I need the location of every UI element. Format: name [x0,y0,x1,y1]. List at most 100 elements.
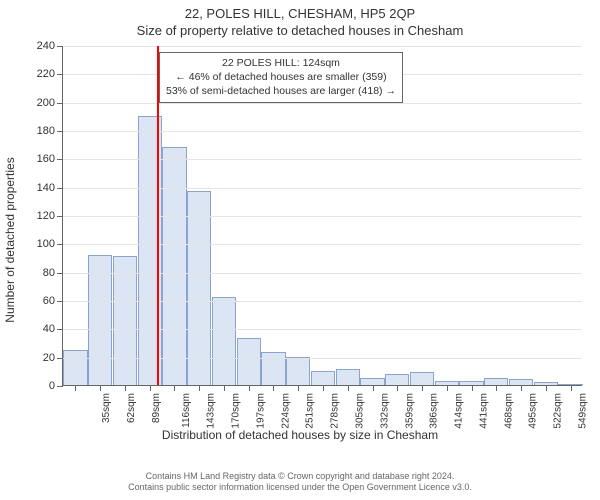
grid-line [63,216,582,217]
y-tick-label: 80 [43,267,55,279]
x-tick-label: 441sqm [478,393,489,429]
x-tick [546,385,547,391]
histogram-bar [311,371,335,385]
x-tick-label: 549sqm [577,393,588,429]
histogram-bar [88,255,112,385]
annotation-box: 22 POLES HILL: 124sqm ← 46% of detached … [159,52,403,103]
x-tick-label: 414sqm [454,393,465,429]
y-tick [57,329,63,330]
x-tick-label: 359sqm [404,393,415,429]
annotation-line-3: 53% of semi-detached houses are larger (… [166,84,396,98]
grid-line [63,329,582,330]
grid-line [63,358,582,359]
footer-attribution: Contains HM Land Registry data © Crown c… [0,467,600,500]
x-tick [298,385,299,391]
x-tick [273,385,274,391]
annotation-line-2: ← 46% of detached houses are smaller (35… [166,70,396,84]
x-tick [348,385,349,391]
x-axis-label: Distribution of detached houses by size … [0,428,600,442]
histogram-bar [63,350,87,385]
y-tick [57,188,63,189]
y-tick [57,74,63,75]
x-tick [323,385,324,391]
histogram-bar [212,297,236,385]
grid-line [63,46,582,47]
histogram-bar [162,147,186,385]
y-tick [57,244,63,245]
x-tick [397,385,398,391]
page-title: 22, POLES HILL, CHESHAM, HP5 2QP [0,0,600,21]
y-tick-label: 200 [37,97,55,109]
y-tick [57,159,63,160]
x-tick-label: 495sqm [528,393,539,429]
y-tick [57,386,63,387]
x-tick-label: 305sqm [355,393,366,429]
y-tick-label: 220 [37,68,55,80]
x-tick [249,385,250,391]
x-tick [447,385,448,391]
y-tick-label: 100 [37,238,55,250]
x-tick-label: 89sqm [151,393,162,423]
x-tick-label: 386sqm [429,393,440,429]
x-tick [422,385,423,391]
y-tick [57,46,63,47]
y-tick [57,103,63,104]
grid-line [63,188,582,189]
histogram-bar [336,369,360,385]
histogram-bar [484,378,508,385]
x-tick [150,385,151,391]
y-tick-label: 140 [37,182,55,194]
chart-subtitle: Size of property relative to detached ho… [0,21,600,42]
x-tick-label: 332sqm [379,393,390,429]
y-tick [57,301,63,302]
y-tick-label: 0 [49,380,55,392]
x-tick [199,385,200,391]
x-tick [174,385,175,391]
histogram-bar [360,378,384,385]
y-tick-label: 240 [37,40,55,52]
y-axis-label: Number of detached properties [3,157,17,322]
histogram-bar [237,338,261,385]
x-tick-label: 35sqm [101,393,112,423]
grid-line [63,273,582,274]
x-tick-label: 251sqm [305,393,316,429]
annotation-line-1: 22 POLES HILL: 124sqm [166,56,396,70]
histogram-bar [385,374,409,385]
x-tick [125,385,126,391]
x-tick-label: 522sqm [553,393,564,429]
chart-region: Number of detached properties 0 20 40 60 80 1… [0,40,600,440]
footer-line-1: Contains HM Land Registry data © Crown c… [8,471,592,483]
y-tick-label: 40 [43,323,55,335]
x-tick [373,385,374,391]
y-tick [57,216,63,217]
x-tick [75,385,76,391]
x-tick [571,385,572,391]
y-tick [57,358,63,359]
x-tick [100,385,101,391]
x-tick-label: 170sqm [231,393,242,429]
grid-line [63,301,582,302]
footer-line-2: Contains public sector information licen… [8,482,592,494]
y-tick-label: 160 [37,153,55,165]
histogram-bar [187,191,211,385]
x-tick-label: 224sqm [280,393,291,429]
x-tick-label: 278sqm [330,393,341,429]
y-tick [57,131,63,132]
histogram-bar [410,372,434,385]
x-tick-label: 143sqm [206,393,217,429]
grid-line [63,131,582,132]
y-tick-label: 60 [43,295,55,307]
x-tick-label: 197sqm [256,393,267,429]
histogram-bar [286,357,310,385]
x-tick-label: 116sqm [181,393,192,428]
y-tick-label: 20 [43,352,55,364]
grid-line [63,103,582,104]
histogram-bar [113,256,137,385]
x-tick [521,385,522,391]
x-tick [224,385,225,391]
x-tick-label: 468sqm [503,393,514,429]
x-tick [472,385,473,391]
grid-line [63,244,582,245]
y-tick [57,273,63,274]
y-tick-label: 180 [37,125,55,137]
